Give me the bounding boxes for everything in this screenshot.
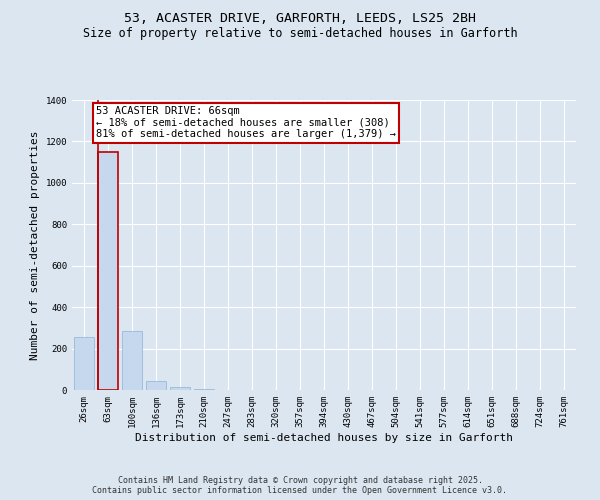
Y-axis label: Number of semi-detached properties: Number of semi-detached properties (30, 130, 40, 360)
Bar (122, 331, 142, 390)
Text: 53, ACASTER DRIVE, GARFORTH, LEEDS, LS25 2BH: 53, ACASTER DRIVE, GARFORTH, LEEDS, LS25… (124, 12, 476, 26)
Text: Contains HM Land Registry data © Crown copyright and database right 2025.
Contai: Contains HM Land Registry data © Crown c… (92, 476, 508, 495)
Bar (146, 380, 166, 390)
Text: 53 ACASTER DRIVE: 66sqm
← 18% of semi-detached houses are smaller (308)
81% of s: 53 ACASTER DRIVE: 66sqm ← 18% of semi-de… (96, 106, 396, 140)
Bar (194, 389, 214, 390)
Bar (74, 336, 94, 390)
Bar (98, 152, 118, 390)
Bar (170, 387, 190, 390)
X-axis label: Distribution of semi-detached houses by size in Garforth: Distribution of semi-detached houses by … (135, 432, 513, 442)
Text: Size of property relative to semi-detached houses in Garforth: Size of property relative to semi-detach… (83, 28, 517, 40)
